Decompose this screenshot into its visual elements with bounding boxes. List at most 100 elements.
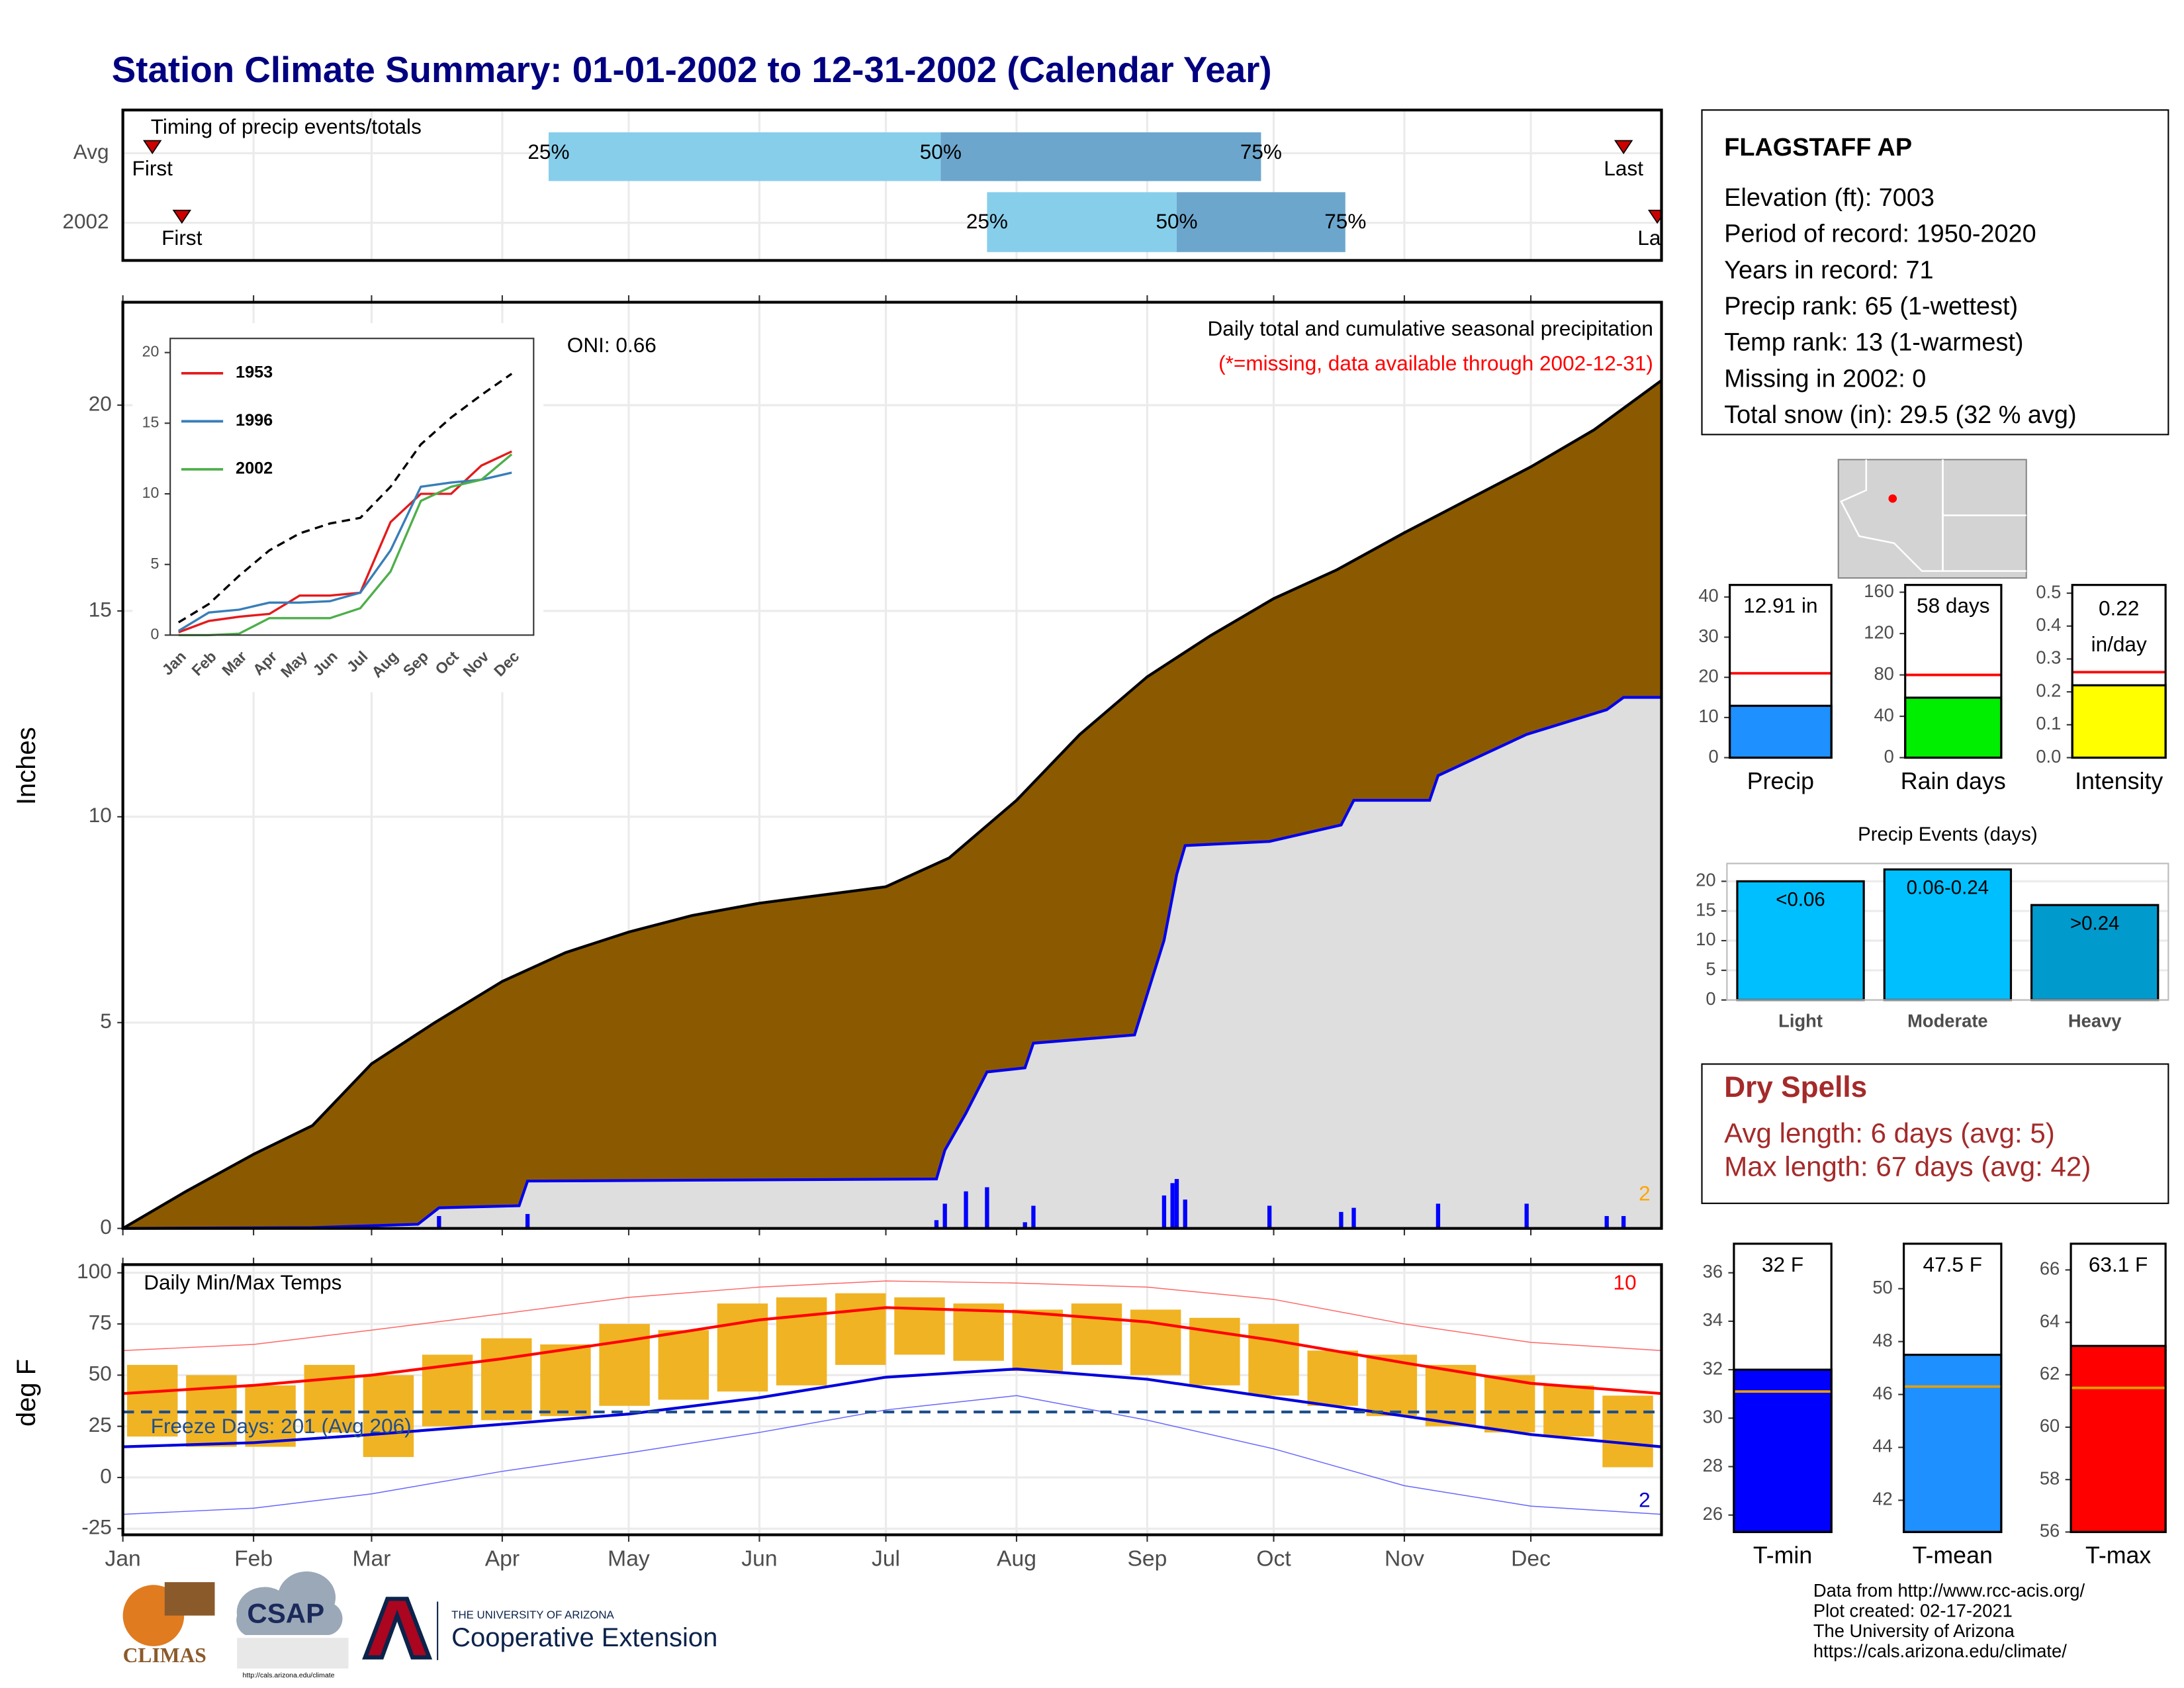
y-tick-label: 25 bbox=[89, 1413, 112, 1436]
daily-precip-bar bbox=[1023, 1222, 1027, 1229]
daily-precip-bar bbox=[964, 1191, 968, 1229]
bar bbox=[1729, 704, 1833, 759]
value-label: 63.1 F bbox=[2089, 1252, 2148, 1276]
y-tick-label: 15 bbox=[1696, 899, 1715, 919]
quartile-label: 75% bbox=[1324, 209, 1366, 233]
daily-precip-bar bbox=[1174, 1179, 1179, 1229]
daily-range-bar bbox=[1602, 1395, 1653, 1468]
x-tick-label: Apr bbox=[485, 1546, 520, 1571]
station-line: Years in record: 71 bbox=[1724, 256, 1933, 284]
panel-title: Timing of precip events/totals bbox=[151, 115, 422, 138]
bar bbox=[1903, 1354, 2003, 1533]
x-tick-label: Feb bbox=[234, 1546, 273, 1571]
logo-ua: THE UNIVERSITY OF ARIZONA bbox=[451, 1609, 614, 1621]
value-label: 12.91 in bbox=[1743, 594, 1817, 618]
daily-range-bar bbox=[658, 1330, 709, 1400]
frame bbox=[121, 109, 1663, 262]
x-tick-label: Mar bbox=[352, 1546, 390, 1571]
y-tick-label: 48 bbox=[1872, 1330, 1892, 1350]
y-tick-label: 20 bbox=[1696, 870, 1715, 890]
bar bbox=[1736, 880, 1865, 1002]
quartile-bar bbox=[1177, 192, 1345, 252]
y-tick-label: 32 bbox=[1703, 1358, 1723, 1378]
daily-precip-bar bbox=[1031, 1205, 1036, 1229]
y-tick-label: 20 bbox=[89, 391, 112, 415]
daily-range-bar bbox=[835, 1293, 886, 1365]
cumulative-line bbox=[122, 379, 1662, 1230]
station-line: Temp rank: 13 (1-warmest) bbox=[1724, 329, 2023, 357]
legend-label: 2002 bbox=[236, 459, 273, 478]
event-marker bbox=[1614, 140, 1633, 154]
y-tick-label: 20 bbox=[1698, 665, 1718, 686]
x-tick-label: Jan bbox=[105, 1546, 141, 1571]
oni-label: ONI: 0.66 bbox=[567, 333, 657, 357]
frame bbox=[1904, 584, 2003, 759]
daily-range-bar bbox=[1071, 1303, 1122, 1365]
inset-line bbox=[177, 373, 513, 624]
quartile-bar bbox=[987, 192, 1177, 252]
frame bbox=[1729, 584, 1833, 759]
daily-range-bar bbox=[599, 1324, 650, 1406]
bar bbox=[2070, 1344, 2167, 1533]
category-label: Moderate bbox=[1907, 1011, 1988, 1031]
y-tick-label: 10 bbox=[142, 484, 159, 501]
daily-precip-bar bbox=[985, 1187, 989, 1229]
daily-precip-bar bbox=[1267, 1205, 1272, 1229]
inset-line bbox=[178, 450, 512, 633]
frame bbox=[2070, 1243, 2167, 1533]
x-tick-label: Dec bbox=[1511, 1546, 1551, 1571]
y-tick-label: 44 bbox=[1872, 1436, 1892, 1456]
y-tick-label: -25 bbox=[81, 1515, 112, 1539]
frame bbox=[121, 301, 1663, 1230]
category-label: T-mean bbox=[1913, 1542, 1993, 1569]
daily-range-bar bbox=[481, 1338, 532, 1421]
y-tick-label: 10 bbox=[89, 803, 112, 827]
station-line: Total snow (in): 29.5 (32 % avg) bbox=[1724, 401, 2076, 429]
panel-title: Daily total and cumulative seasonal prec… bbox=[1208, 316, 1653, 340]
daily-range-bar bbox=[776, 1297, 827, 1385]
inset-frame bbox=[169, 338, 535, 636]
value-label: 0.22 in/day bbox=[2091, 596, 2147, 657]
station-line: Missing in 2002: 0 bbox=[1724, 365, 1926, 393]
dry-spell-line: Avg length: 6 days (avg: 5) bbox=[1724, 1117, 2055, 1149]
category-label: T-max bbox=[2085, 1542, 2151, 1569]
legend-label: 1953 bbox=[236, 363, 273, 382]
station-line: Precip rank: 65 (1-wettest) bbox=[1724, 293, 2018, 320]
footer-line: https://cals.arizona.edu/climate/ bbox=[1813, 1641, 2067, 1662]
y-tick-label: 15 bbox=[142, 413, 159, 430]
x-tick-label: Jun bbox=[741, 1546, 777, 1571]
x-tick-label: Sep bbox=[1127, 1546, 1167, 1571]
y-tick-label: 75 bbox=[89, 1310, 112, 1334]
y-tick-label: 0.5 bbox=[2036, 581, 2061, 602]
quartile-label: 50% bbox=[1156, 209, 1197, 233]
y-tick-label: 30 bbox=[1703, 1407, 1723, 1427]
cumulative-line bbox=[122, 696, 1662, 1230]
station-box bbox=[1701, 109, 2169, 436]
y-tick-label: 0 bbox=[1706, 988, 1715, 1009]
bar bbox=[1904, 696, 2003, 759]
y-tick-label: 56 bbox=[2040, 1521, 2060, 1541]
y-tick-label: 36 bbox=[1703, 1261, 1723, 1282]
value-label: <0.06 bbox=[1776, 889, 1825, 911]
daily-range-bar bbox=[1012, 1309, 1064, 1372]
y-tick-label: 50 bbox=[1872, 1277, 1892, 1297]
y-tick-label: 0.4 bbox=[2036, 614, 2061, 635]
daily-precip-bar bbox=[1161, 1195, 1167, 1229]
y-tick-label: 80 bbox=[1874, 663, 1893, 684]
y-tick-label: 26 bbox=[1703, 1503, 1723, 1524]
quartile-bar bbox=[548, 132, 941, 181]
event-label: First bbox=[161, 226, 203, 250]
daily-precip-bar bbox=[1183, 1199, 1187, 1229]
y-tick-label: 66 bbox=[2040, 1258, 2060, 1279]
quartile-label: 25% bbox=[966, 209, 1008, 233]
daily-precip-bar bbox=[934, 1220, 939, 1229]
y-tick-label: 15 bbox=[89, 597, 112, 621]
category-label: Heavy bbox=[2068, 1011, 2122, 1031]
y-tick-label: 0 bbox=[150, 626, 159, 643]
bar bbox=[2071, 684, 2167, 759]
timing-rows: 25% 50% 75% First Last 25% 50% 75% First Last bbox=[122, 132, 1662, 252]
event-label: Last bbox=[1604, 156, 1643, 180]
inset-line bbox=[177, 471, 512, 632]
corner-high: 10 bbox=[1614, 1270, 1637, 1294]
